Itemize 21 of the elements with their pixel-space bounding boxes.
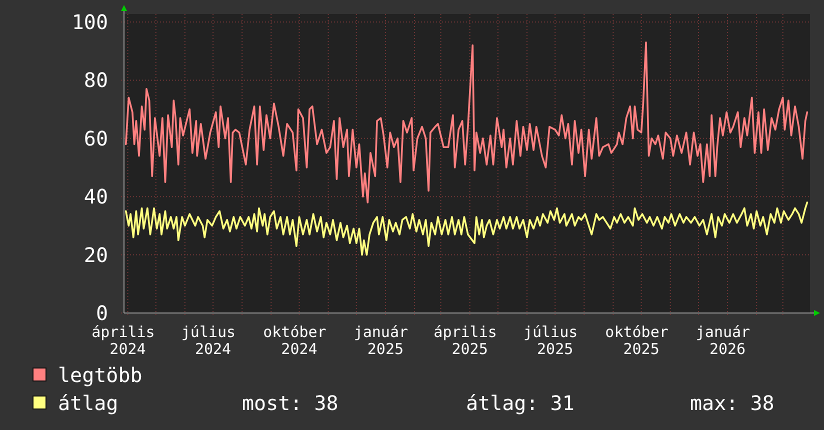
legend-label: átlag: [58, 391, 118, 415]
text: max: 38: [690, 391, 774, 415]
y-tick-label: 80: [84, 68, 108, 92]
x-tick-label: július 2025: [523, 323, 587, 358]
text: átlag: 31: [466, 391, 574, 415]
y-tick-label: 40: [84, 184, 108, 209]
x-tick-label: július 2024: [181, 323, 245, 358]
x-tick-label: október 2025: [605, 323, 678, 358]
x-tick-label: január 2026: [696, 323, 760, 358]
y-tick-label: 100: [72, 10, 108, 34]
x-tick-label: október 2024: [263, 323, 336, 358]
y-tick-label: 60: [84, 126, 108, 150]
x-tick-label: április 2025: [434, 323, 506, 358]
text: most: 38: [242, 391, 338, 415]
line-series: [124, 202, 808, 256]
x-tick-label: január 2025: [354, 323, 418, 358]
x-tick-label: április 2024: [92, 323, 164, 358]
y-tick-label: 20: [84, 242, 108, 267]
line-series: [124, 41, 808, 204]
y-tick-label: 0: [96, 301, 108, 325]
legend-label: legtöbb: [58, 363, 142, 387]
